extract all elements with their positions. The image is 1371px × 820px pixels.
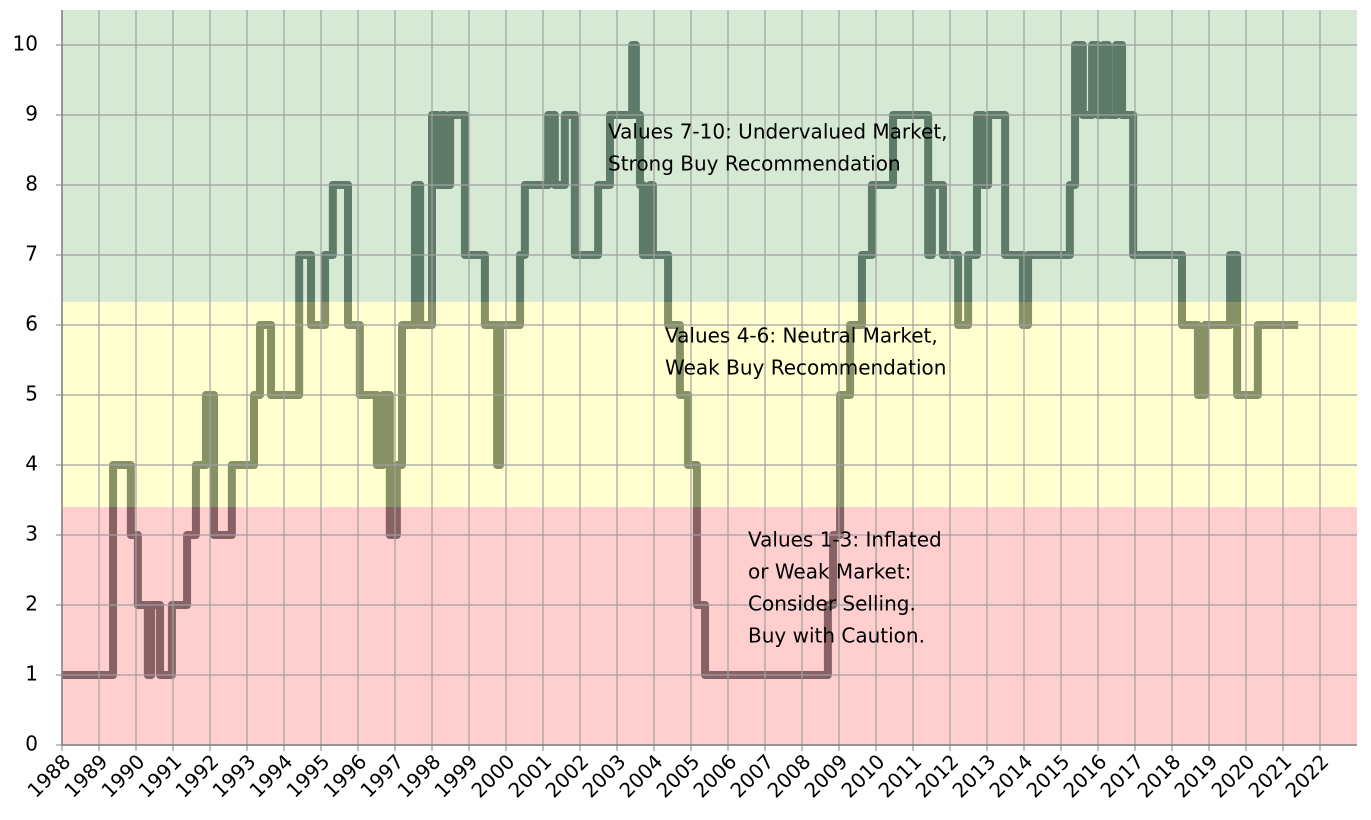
y-tick-label: 1 [25, 662, 38, 686]
zone-annotation: Buy with Caution. [748, 624, 925, 648]
zone-annotation: Values 4-6: Neutral Market, [665, 324, 938, 348]
zone-annotation: Weak Buy Recommendation [665, 356, 946, 380]
zone-band [62, 507, 1357, 745]
zone-annotation: Values 7-10: Undervalued Market, [608, 120, 948, 144]
y-tick-label: 0 [25, 732, 38, 756]
zone-annotation: Values 1-3: Inflated [748, 528, 942, 552]
zone-annotation: or Weak Market: [748, 560, 911, 584]
y-tick-label: 3 [25, 522, 38, 546]
y-tick-label: 8 [25, 172, 38, 196]
y-tick-label: 6 [25, 312, 38, 336]
y-tick-label: 10 [13, 32, 38, 56]
x-tick-label: 2022 [1280, 749, 1333, 802]
y-tick-label: 9 [25, 102, 38, 126]
y-tick-label: 4 [25, 452, 38, 476]
zone-band [62, 10, 1357, 302]
y-tick-label: 7 [25, 242, 38, 266]
zone-annotation: Consider Selling. [748, 592, 916, 616]
y-tick-label: 5 [25, 382, 38, 406]
zone-annotation: Strong Buy Recommendation [608, 152, 901, 176]
zone-band [62, 301, 1357, 507]
y-tick-label: 2 [25, 592, 38, 616]
